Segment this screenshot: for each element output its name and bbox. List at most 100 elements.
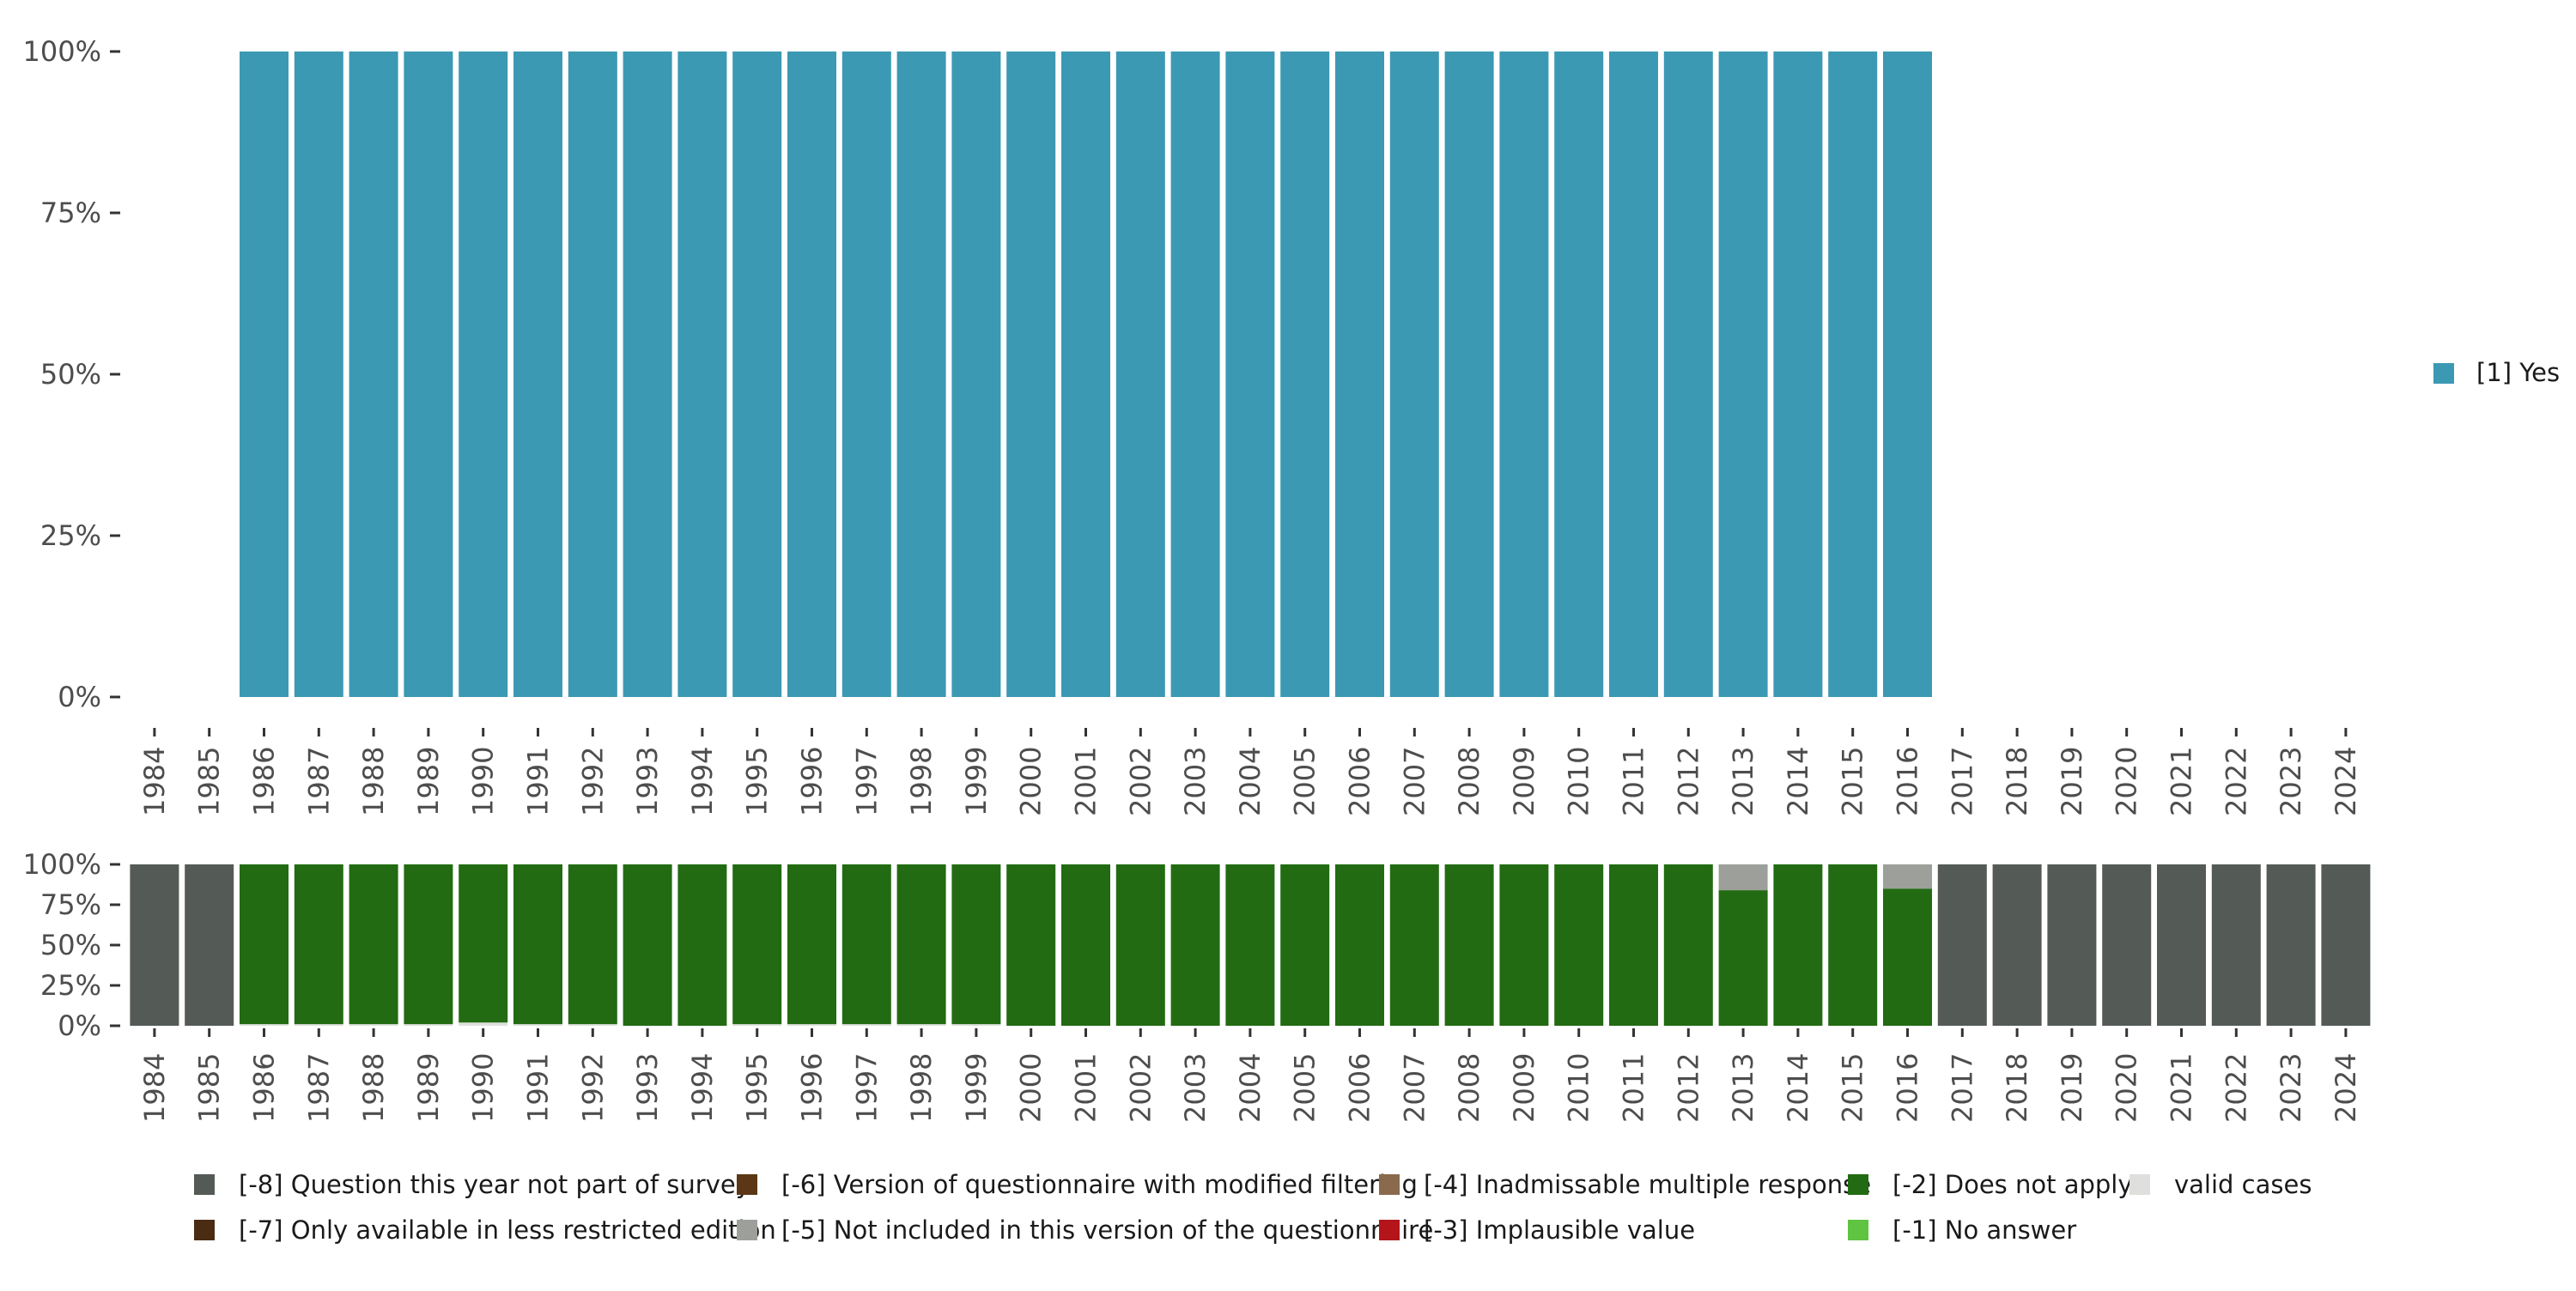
bottom-bar-1986-series-0 xyxy=(240,1024,289,1026)
bottom-bar-2005-series-1 xyxy=(1280,864,1330,1026)
bottom-x-tick-label: 2024 xyxy=(2330,1053,2362,1123)
bottom-bar-2019-series-3 xyxy=(2047,864,2097,1026)
bottom-legend-label: [-2] Does not apply xyxy=(1893,1170,2133,1199)
bottom-x-tick-label: 2018 xyxy=(2001,1053,2033,1123)
bottom-bar-2016-series-1 xyxy=(1883,888,1932,1026)
bottom-bar-2012-series-1 xyxy=(1663,864,1713,1026)
top-y-tick-label: 50% xyxy=(40,358,101,391)
bottom-legend-label: [-4] Inadmissable multiple response xyxy=(1424,1170,1871,1199)
bottom-x-tick-label: 1995 xyxy=(741,1053,774,1123)
bottom-bar-1993-series-1 xyxy=(623,864,672,1026)
bottom-bar-2016-series-2 xyxy=(1883,864,1932,889)
top-x-tick-label: 2015 xyxy=(1837,747,1869,816)
top-bar-2010-series-0 xyxy=(1554,52,1604,697)
bottom-y-tick-label: 0% xyxy=(58,1009,101,1042)
bottom-x-tick-label: 2009 xyxy=(1508,1053,1540,1123)
bottom-bar-1995-series-0 xyxy=(732,1024,782,1026)
bottom-x-tick-label: 2021 xyxy=(2166,1053,2198,1123)
top-x-tick-label: 2023 xyxy=(2275,747,2307,816)
bottom-x-tick-label: 2011 xyxy=(1618,1053,1650,1123)
bottom-bar-2006-series-1 xyxy=(1335,864,1384,1026)
top-bar-1995-series-0 xyxy=(732,52,782,697)
bottom-bar-1984-series-3 xyxy=(130,864,179,1026)
bottom-legend-label: [-6] Version of questionnaire with modif… xyxy=(781,1170,1418,1199)
bottom-x-tick-label: 2015 xyxy=(1837,1053,1869,1123)
top-bar-1994-series-0 xyxy=(677,52,727,697)
top-x-tick-label: 2005 xyxy=(1289,747,1321,816)
top-x-tick-label: 1993 xyxy=(631,747,664,816)
top-bar-2007-series-0 xyxy=(1389,52,1439,697)
top-x-tick-label: 2012 xyxy=(1672,747,1704,816)
bottom-bar-1999-series-0 xyxy=(951,1024,1001,1026)
top-bar-1990-series-0 xyxy=(459,52,508,697)
bottom-bar-1989-series-1 xyxy=(404,864,453,1025)
top-x-tick-label: 1999 xyxy=(960,747,993,816)
top-bar-1997-series-0 xyxy=(841,52,891,697)
bottom-y-tick-label: 75% xyxy=(40,888,101,921)
bottom-x-tick-label: 1998 xyxy=(905,1053,938,1123)
top-x-tick-label: 1995 xyxy=(741,747,774,816)
top-x-tick-label: 2014 xyxy=(1782,747,1814,816)
bottom-bar-1995-series-1 xyxy=(732,864,782,1025)
bottom-bar-2020-series-3 xyxy=(2102,864,2152,1026)
bottom-chart-legend: [-8] Question this year not part of surv… xyxy=(194,1170,2312,1245)
bottom-x-tick-label: 1999 xyxy=(960,1053,993,1123)
bottom-x-tick-label: 2005 xyxy=(1289,1053,1321,1123)
top-y-tick-label: 75% xyxy=(40,197,101,229)
bottom-bar-1986-series-1 xyxy=(240,864,289,1025)
top-legend-swatch xyxy=(2433,363,2454,384)
bottom-y-tick-label: 100% xyxy=(23,848,101,881)
bottom-bar-2007-series-1 xyxy=(1389,864,1439,1026)
bottom-x-tick-label: 2001 xyxy=(1070,1053,1103,1123)
bottom-bar-1996-series-1 xyxy=(787,864,836,1025)
bottom-y-tick-label: 25% xyxy=(40,969,101,1002)
top-x-tick-label: 1992 xyxy=(576,747,609,816)
top-bar-2001-series-0 xyxy=(1061,52,1110,697)
top-x-tick-label: 1996 xyxy=(796,747,829,816)
bottom-x-tick-label: 1997 xyxy=(850,1053,883,1123)
bottom-legend-label: [-5] Not included in this version of the… xyxy=(781,1215,1433,1245)
bottom-x-tick-label: 2016 xyxy=(1892,1053,1924,1123)
bottom-bar-1988-series-1 xyxy=(349,864,398,1025)
bottom-x-tick-label: 2006 xyxy=(1344,1053,1376,1123)
top-bar-2016-series-0 xyxy=(1883,52,1932,697)
top-bar-1992-series-0 xyxy=(568,52,617,697)
top-x-tick-label: 1986 xyxy=(248,747,281,816)
bottom-bar-2014-series-1 xyxy=(1773,864,1823,1026)
bottom-y-tick-label: 50% xyxy=(40,929,101,961)
top-x-tick-label: 2016 xyxy=(1892,747,1924,816)
bottom-bar-2002-series-1 xyxy=(1115,864,1165,1026)
bottom-x-tick-label: 1985 xyxy=(193,1053,226,1123)
bottom-x-tick-label: 2003 xyxy=(1179,1053,1212,1123)
bottom-x-tick-label: 1990 xyxy=(467,1053,500,1123)
bottom-legend-swatch xyxy=(194,1220,215,1240)
bottom-x-tick-label: 2014 xyxy=(1782,1053,1814,1123)
top-x-tick-label: 2002 xyxy=(1124,747,1157,816)
top-bar-2000-series-0 xyxy=(1006,52,1056,697)
top-y-tick-label: 0% xyxy=(58,681,101,713)
top-bar-2003-series-0 xyxy=(1170,52,1220,697)
top-bar-2015-series-0 xyxy=(1828,52,1878,697)
bottom-legend-swatch xyxy=(1379,1174,1400,1195)
bottom-bar-2015-series-1 xyxy=(1828,864,1878,1026)
bottom-chart-panel: 0% 25% 50% 75% 100% 1984 1985 1986 1987 1988 1989 1… xyxy=(23,848,2371,1123)
bottom-x-tick-label: 1986 xyxy=(248,1053,281,1123)
bottom-legend-swatch xyxy=(1379,1220,1400,1240)
bottom-x-tick-label: 2008 xyxy=(1453,1053,1485,1123)
top-bar-1987-series-0 xyxy=(294,52,343,697)
bottom-legend-label: [-3] Implausible value xyxy=(1424,1215,1695,1245)
bottom-x-tick-label: 2012 xyxy=(1672,1053,1704,1123)
bottom-bar-2022-series-3 xyxy=(2211,864,2261,1026)
bottom-x-tick-label: 1989 xyxy=(412,1053,445,1123)
bottom-bar-1998-series-0 xyxy=(896,1024,946,1026)
bottom-bar-1987-series-1 xyxy=(294,864,343,1025)
top-x-tick-label: 2011 xyxy=(1618,747,1650,816)
bottom-bar-2023-series-3 xyxy=(2266,864,2316,1026)
top-y-tick-label: 100% xyxy=(23,35,101,68)
top-x-tick-label: 2001 xyxy=(1070,747,1103,816)
bottom-x-tick-label: 1994 xyxy=(686,1053,719,1123)
top-x-tick-label: 1991 xyxy=(522,747,555,816)
bottom-bar-2013-series-1 xyxy=(1718,890,1768,1026)
top-chart-panel: 0% 25% 50% 75% 100% 1984 1985 1986 1987 1988 1989 1… xyxy=(23,35,2362,816)
